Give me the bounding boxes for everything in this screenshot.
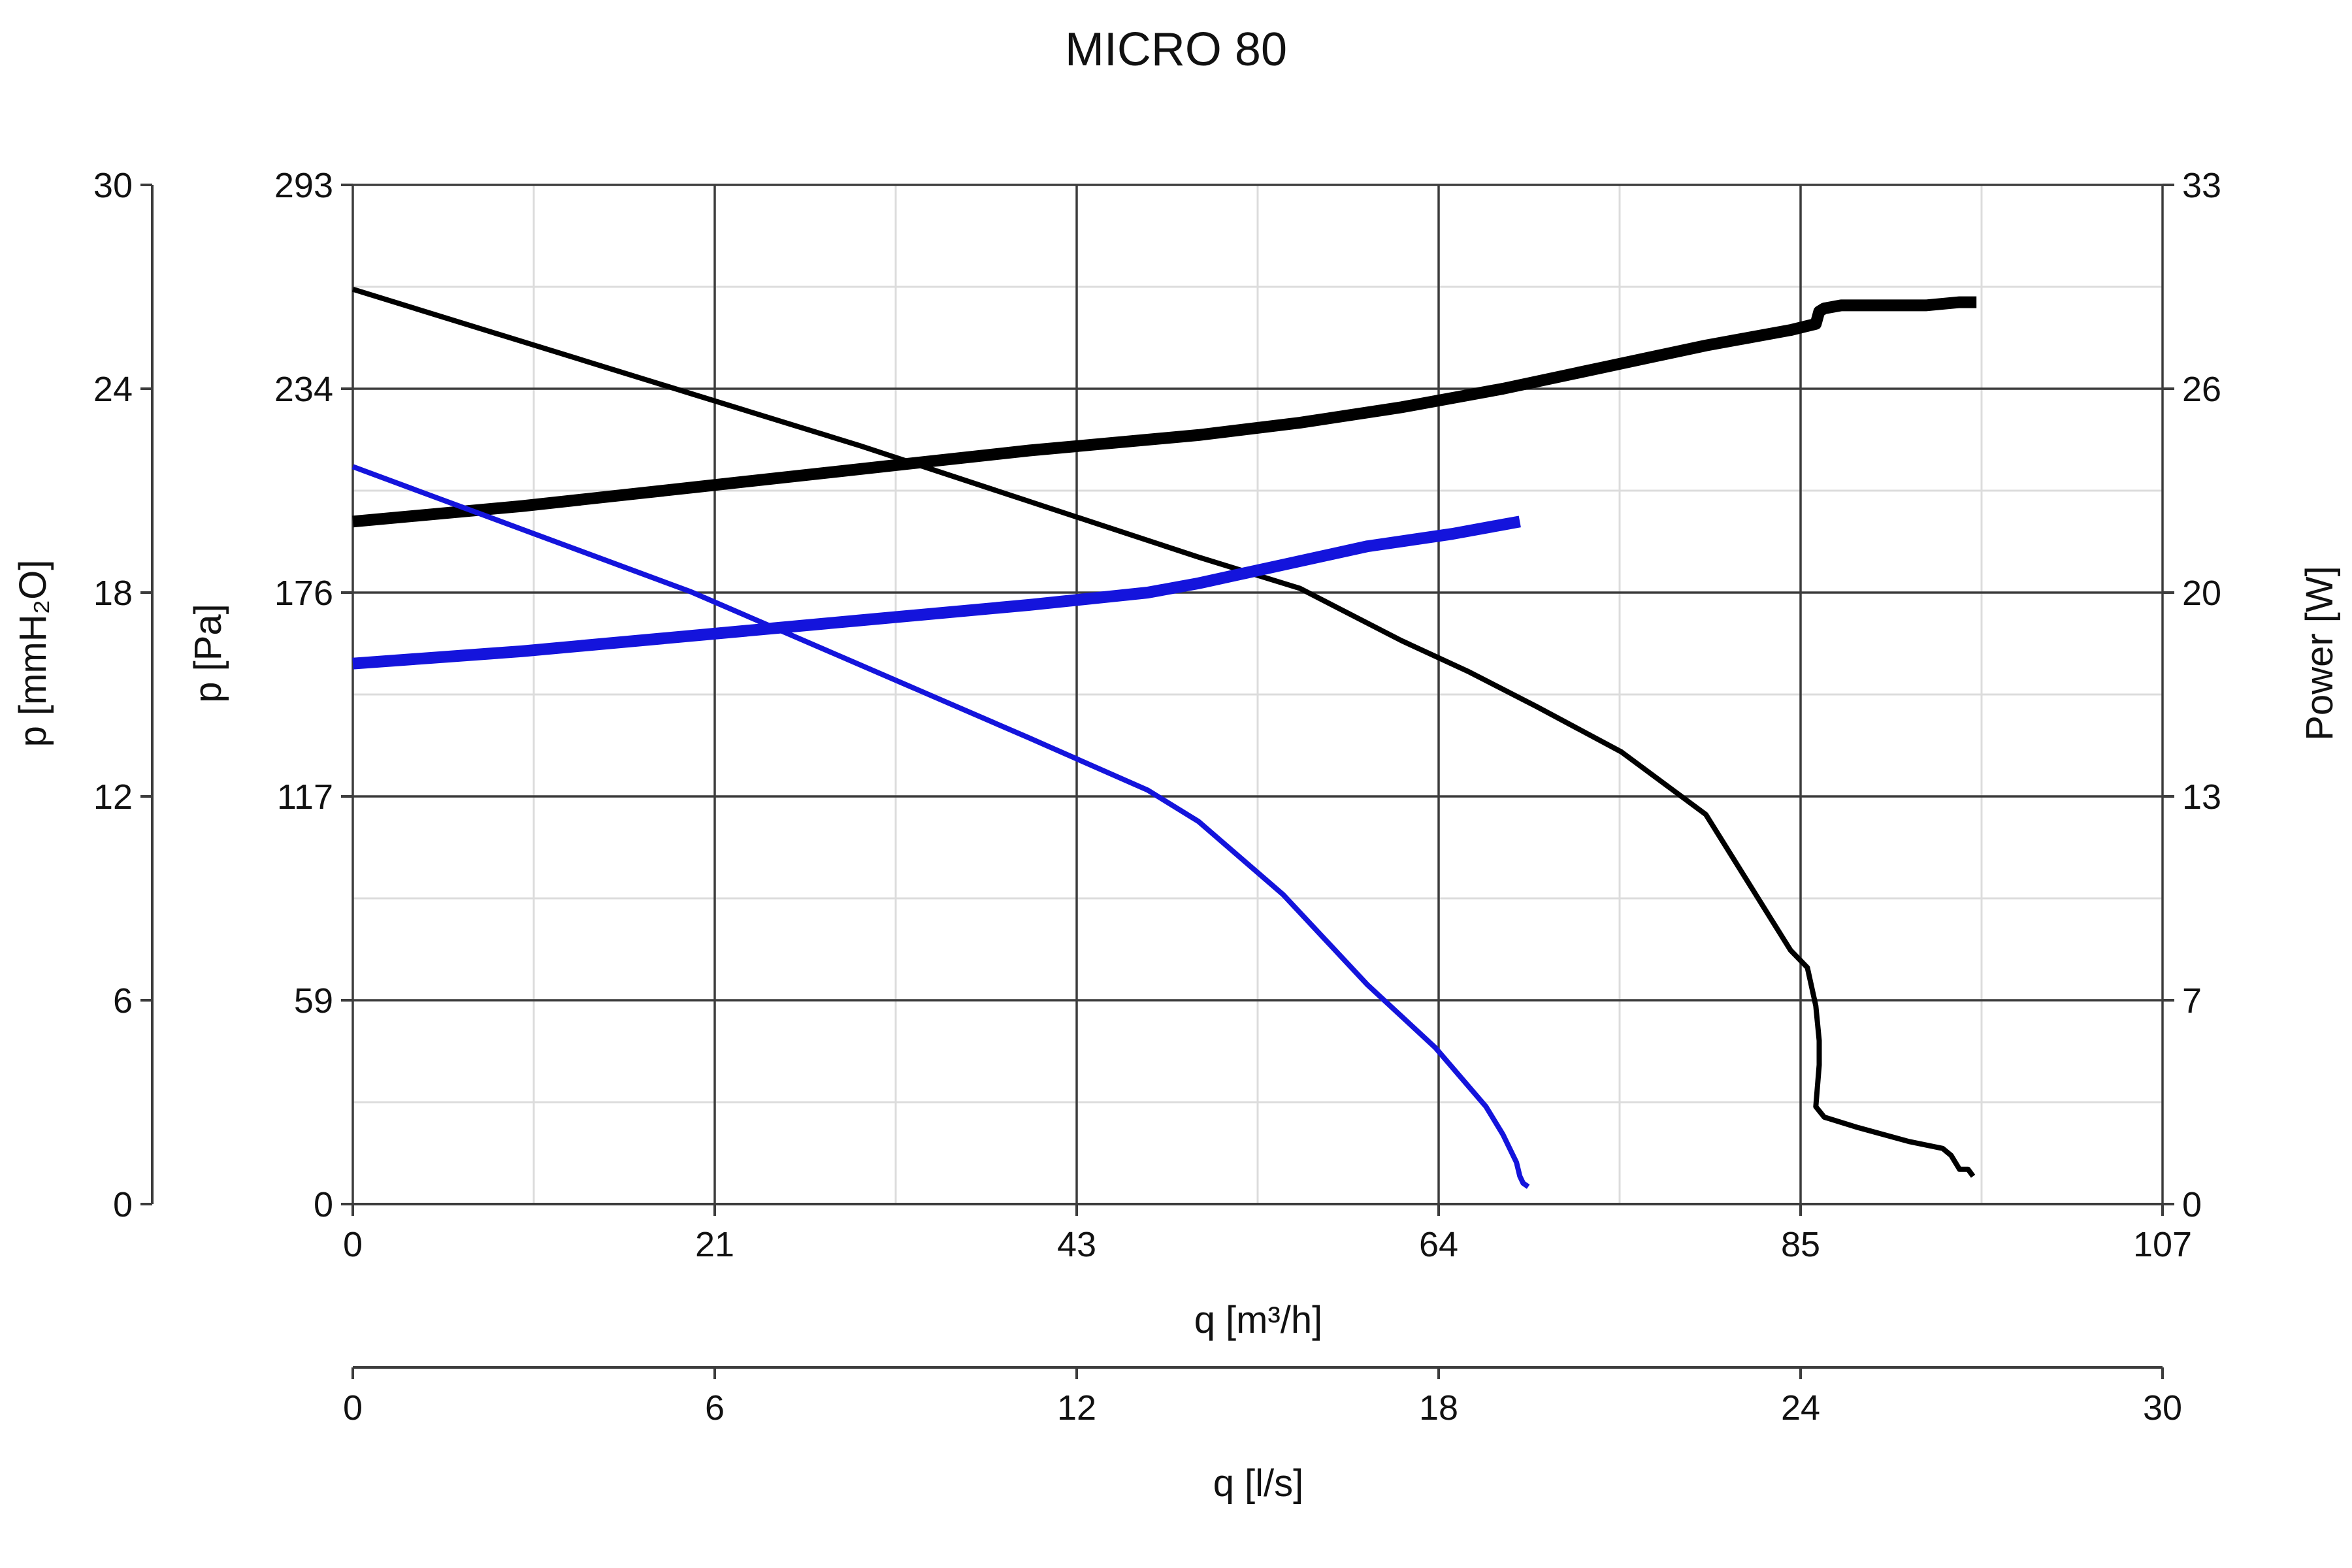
x2-tick-label: 30: [2143, 1388, 2182, 1428]
x2-tick-label: 12: [1057, 1388, 1096, 1428]
y3-tick-label: 33: [2182, 166, 2221, 205]
x-tick-label: 107: [2133, 1225, 2192, 1264]
y-axis-title: p [Pa]: [187, 604, 229, 703]
y3-tick-label: 13: [2182, 777, 2221, 817]
y-tick-label: 117: [277, 777, 333, 817]
y2-tick-label: 12: [93, 777, 133, 817]
x-tick-label: 0: [343, 1225, 363, 1264]
y2-tick-label: 0: [113, 1185, 133, 1224]
major-gridlines: [351, 184, 2164, 1205]
power-curve-3: [352, 515, 1521, 670]
y3-tick-label: 26: [2182, 370, 2221, 409]
y-axis-power: 0 7 13 20 26 33: [2163, 166, 2221, 1224]
x2-tick-label: 6: [705, 1388, 725, 1428]
y2-tick-label: 30: [93, 166, 133, 205]
x-tick-label: 64: [1419, 1225, 1458, 1264]
x-tick-label: 85: [1781, 1225, 1820, 1264]
x2-axis-title: q [l/s]: [1213, 1462, 1304, 1505]
x2-tick-label: 0: [343, 1388, 363, 1428]
y3-tick-label: 7: [2182, 981, 2202, 1021]
x-axis-flow-ls: 0 6 12 18 24 30: [343, 1366, 2182, 1428]
pressure-curve-0: [351, 286, 1976, 1178]
y-tick-label: 234: [274, 370, 333, 409]
x-axis-flow-m3h: 0 21 43 64 85 107: [343, 1204, 2192, 1264]
y-tick-label: 293: [274, 166, 333, 205]
x-tick-label: 21: [695, 1225, 734, 1264]
y2-axis-title: p [mmH₂O]: [12, 560, 54, 747]
y-tick-label: 59: [294, 981, 333, 1021]
y-tick-label: 176: [274, 574, 333, 613]
x2-tick-label: 24: [1781, 1388, 1820, 1428]
y-tick-label: 0: [314, 1185, 333, 1224]
data-series: [351, 286, 1977, 1189]
x-axis-title: q [m³/h]: [1194, 1299, 1323, 1341]
chart-title: MICRO 80: [1065, 24, 1287, 76]
y-axis-pressure-mmh2o: 0 6 12 18 24 30: [93, 166, 154, 1224]
y2-tick-label: 24: [93, 370, 133, 409]
y3-axis-title: Power [W]: [2298, 566, 2341, 741]
y-axis-pressure-pa: 0 59 117 176 234 293: [274, 166, 353, 1224]
pressure-curve-2: [351, 464, 1530, 1189]
x2-tick-label: 18: [1419, 1388, 1458, 1428]
x-tick-label: 43: [1057, 1225, 1096, 1264]
y2-tick-label: 18: [93, 574, 133, 613]
power-curve-1: [352, 296, 1977, 528]
y3-tick-label: 0: [2182, 1185, 2202, 1224]
y2-tick-label: 6: [113, 981, 133, 1021]
minor-gridlines: [353, 185, 2163, 1204]
y3-tick-label: 20: [2182, 574, 2221, 613]
